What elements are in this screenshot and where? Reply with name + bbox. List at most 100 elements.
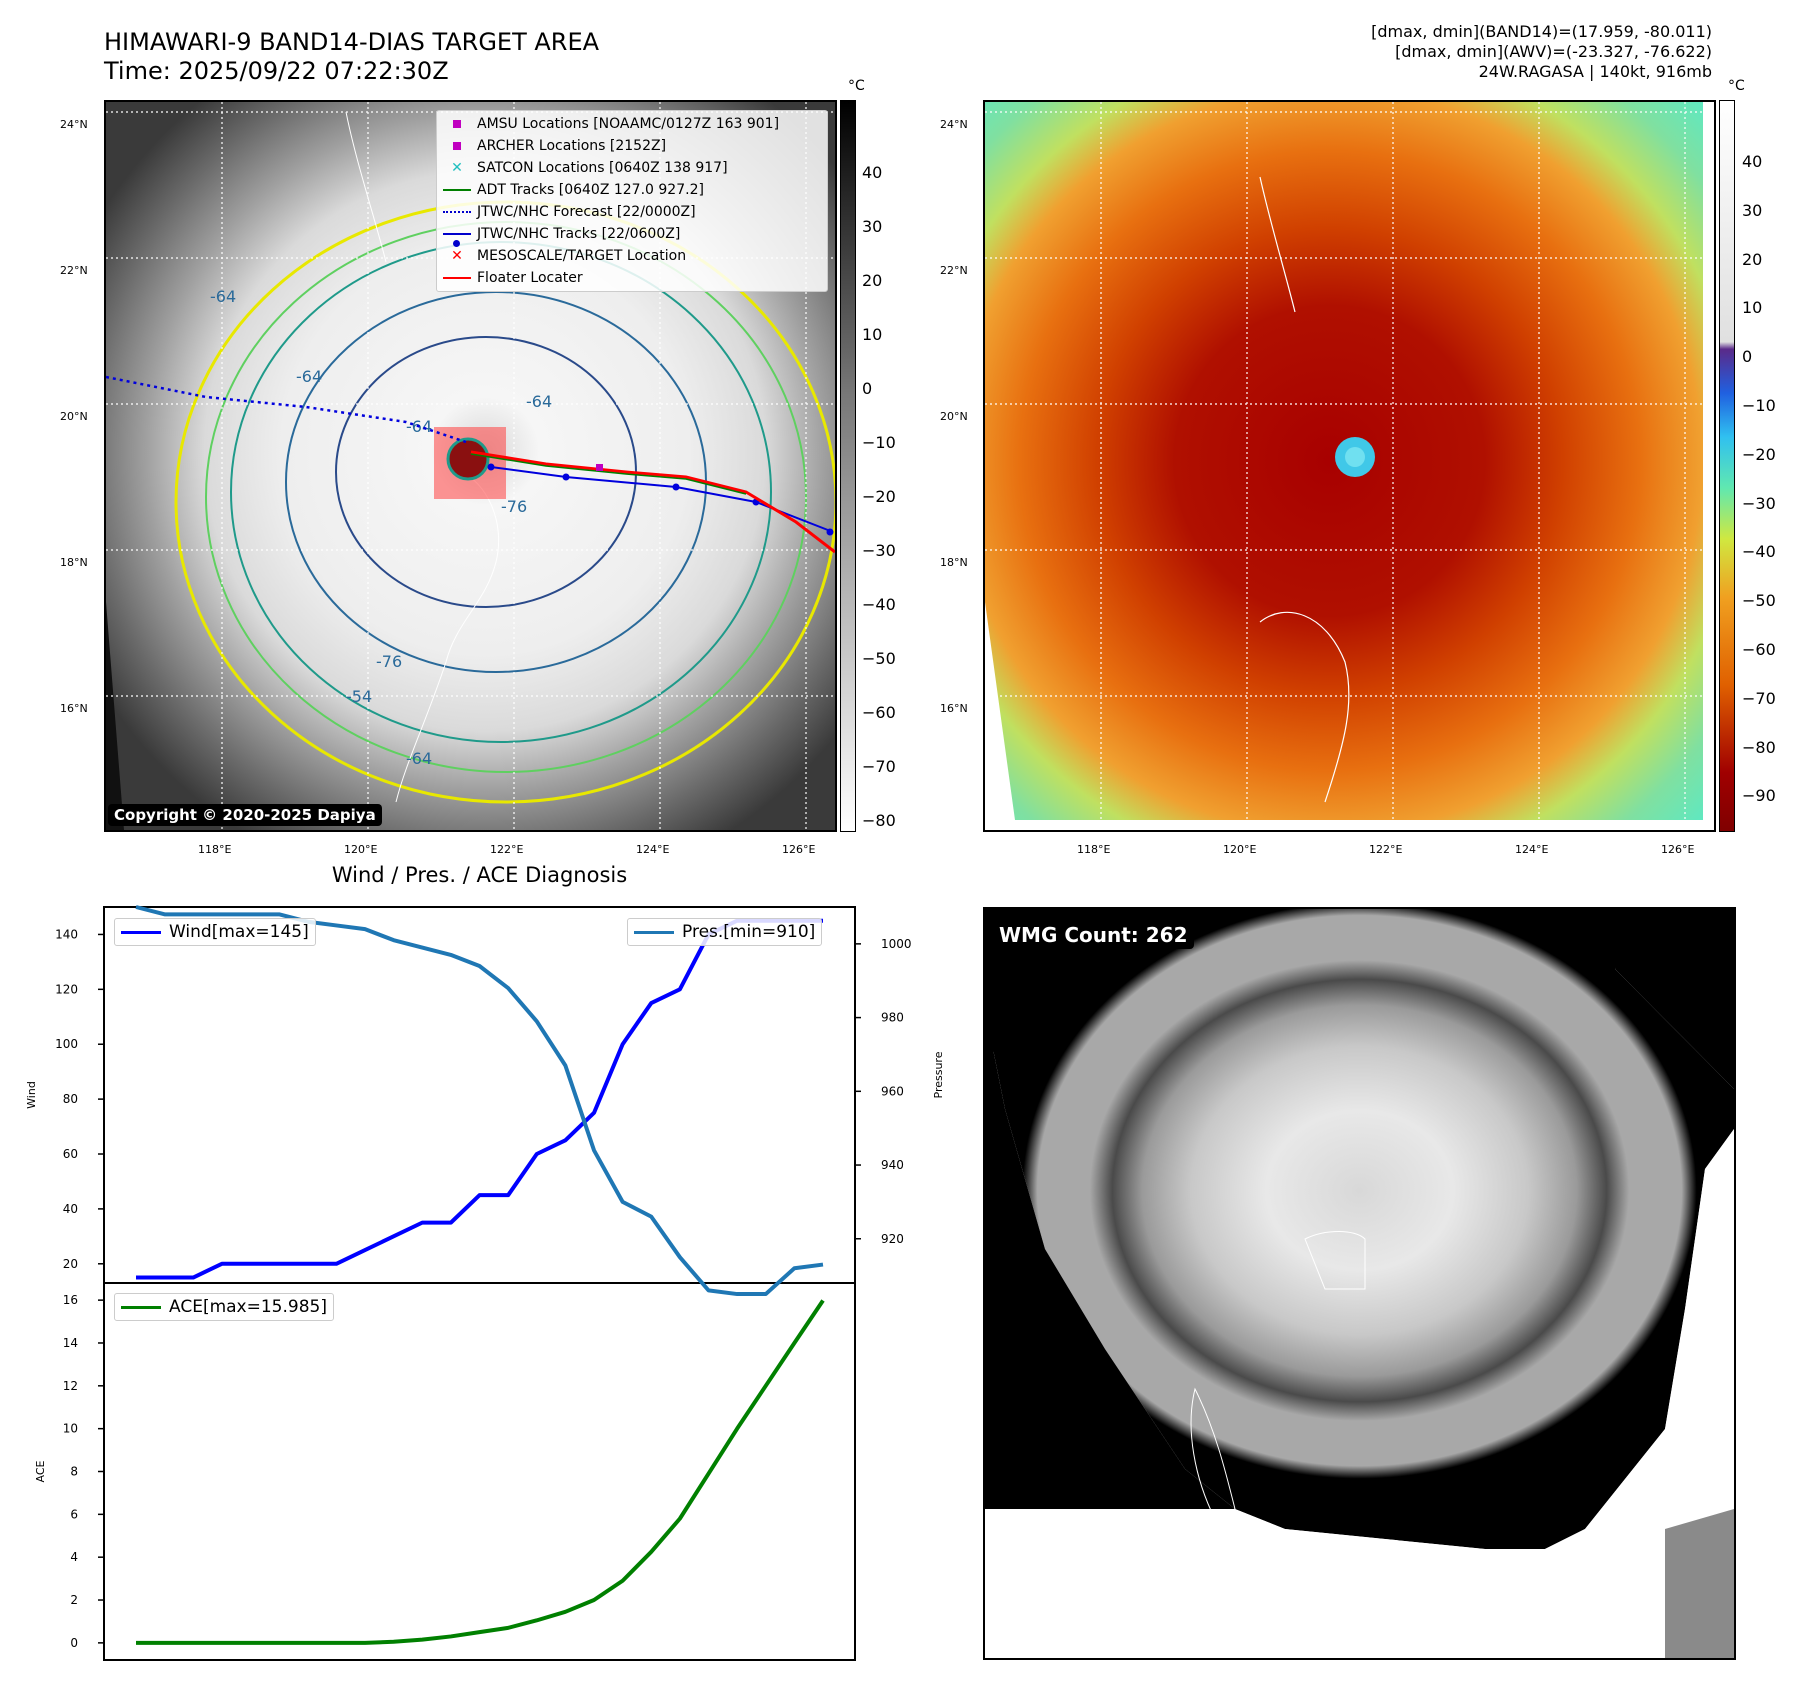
adt-track xyxy=(470,453,747,495)
lat-label: 24°N xyxy=(940,118,968,131)
x-marker-icon: ✕ xyxy=(451,248,463,264)
stats-block: [dmax, dmin](BAND14)=(17.959, -80.011) [… xyxy=(1371,22,1712,82)
ace-tick-label: 16 xyxy=(63,1293,78,1307)
wind-tick-label: 20 xyxy=(63,1257,78,1271)
color-colorbar-ticks: 40 30 20 10 0 −10 −20 −30 −40 −50 −60 −7… xyxy=(1742,152,1776,806)
legend-item-mesoscale: ✕ MESOSCALE/TARGET Location xyxy=(437,245,827,267)
line-dot-icon xyxy=(437,233,477,247)
lon-label: 124°E xyxy=(636,843,670,856)
lon-label: 118°E xyxy=(198,843,232,856)
wind-legend: Wind[max=145] xyxy=(114,918,316,946)
legend-item-satcon: ✕ SATCON Locations [0640Z 138 917] xyxy=(437,157,827,179)
wmg-graphic xyxy=(985,909,1734,1658)
line-marker-icon xyxy=(121,930,161,934)
lat-label: 16°N xyxy=(60,702,88,715)
gray-colorbar-unit: °C xyxy=(848,78,865,94)
pressure-tick-label: 960 xyxy=(881,1084,904,1098)
pressure-series-line xyxy=(135,905,824,1297)
lon-label: 120°E xyxy=(344,843,378,856)
wind-tick-label: 120 xyxy=(55,982,78,996)
wind-tick-label: 100 xyxy=(55,1037,78,1051)
ace-tick-label: 12 xyxy=(63,1379,78,1393)
pressure-tick-label: 1000 xyxy=(881,937,912,951)
lon-label: 122°E xyxy=(490,843,524,856)
lat-label: 24°N xyxy=(60,118,88,131)
jtwc-forecast-track xyxy=(106,375,467,444)
contour-label: -64 xyxy=(296,367,322,386)
ace-legend: ACE[max=15.985] xyxy=(114,1293,334,1321)
contour-label: -54 xyxy=(346,687,372,706)
lon-label: 118°E xyxy=(1077,843,1111,856)
lon-label: 120°E xyxy=(1223,843,1257,856)
contour-label: -76 xyxy=(376,652,402,671)
ace-tick-label: 6 xyxy=(70,1507,78,1521)
legend-item-archer: ARCHER Locations [2152Z] xyxy=(437,135,827,157)
track-legend: AMSU Locations [NOAAMC/0127Z 163 901] AR… xyxy=(436,110,828,292)
wind-tick-label: 140 xyxy=(55,927,78,941)
lat-label: 22°N xyxy=(60,264,88,277)
title-line-1: HIMAWARI-9 BAND14-DIAS TARGET AREA xyxy=(104,28,600,56)
wmg-panel: WMG Count: 262 xyxy=(983,907,1736,1660)
color-colorbar-unit: °C xyxy=(1728,78,1745,94)
wind-axis-label: Wind xyxy=(25,1081,38,1109)
contour-label: -64 xyxy=(526,392,552,411)
wind-pressure-axes xyxy=(103,906,856,1284)
ace-series-line xyxy=(136,1299,825,1645)
pressure-tick-label: 920 xyxy=(881,1232,904,1246)
gray-colorbar xyxy=(840,100,856,832)
lon-label: 124°E xyxy=(1515,843,1549,856)
dotted-line-icon xyxy=(437,211,477,213)
ace-tick-label: 14 xyxy=(63,1336,78,1350)
pressure-axis-label: Pressure xyxy=(932,1051,945,1098)
floater-track xyxy=(470,450,835,554)
diagnosis-title: Wind / Pres. / ACE Diagnosis xyxy=(331,863,628,887)
ace-axis-label: ACE xyxy=(34,1460,47,1482)
stats-line-3: 24W.RAGASA | 140kt, 916mb xyxy=(1478,62,1712,81)
legend-item-jtwc-forecast: JTWC/NHC Forecast [22/0000Z] xyxy=(437,201,827,223)
lon-label: 126°E xyxy=(782,843,816,856)
wind-series-line xyxy=(136,918,823,1280)
ir-enhanced-map xyxy=(983,100,1716,832)
contour-label: -64 xyxy=(406,749,432,768)
pressure-tick-label: 940 xyxy=(881,1158,904,1172)
stats-line-1: [dmax, dmin](BAND14)=(17.959, -80.011) xyxy=(1371,22,1712,41)
ace-tick-label: 0 xyxy=(70,1636,78,1650)
lat-label: 18°N xyxy=(60,556,88,569)
wind-tick-label: 40 xyxy=(63,1202,78,1216)
amsu-marker xyxy=(596,464,603,471)
line-marker-icon xyxy=(121,1305,161,1309)
lat-label: 18°N xyxy=(940,556,968,569)
figure-title: HIMAWARI-9 BAND14-DIAS TARGET AREA Time:… xyxy=(104,28,599,86)
enhanced-map-graphic xyxy=(985,102,1714,830)
wind-tick-label: 80 xyxy=(63,1092,78,1106)
legend-item-adt: ADT Tracks [0640Z 127.0 927.2] xyxy=(437,179,827,201)
lon-label: 126°E xyxy=(1661,843,1695,856)
pressure-legend: Pres.[min=910] xyxy=(627,918,823,946)
lon-label: 122°E xyxy=(1369,843,1403,856)
line-marker-icon xyxy=(437,189,477,191)
lat-label: 20°N xyxy=(940,410,968,423)
square-marker-icon xyxy=(437,142,477,150)
x-marker-icon: ✕ xyxy=(451,160,463,176)
wind-tick-label: 60 xyxy=(63,1147,78,1161)
ir-grayscale-map: -64 -64 -64 -76 -76 -54 -64 -64 Copyrigh… xyxy=(104,100,837,832)
line-marker-icon xyxy=(634,930,674,934)
ace-tick-label: 2 xyxy=(70,1593,78,1607)
wmg-count-badge: WMG Count: 262 xyxy=(993,921,1194,949)
lat-label: 20°N xyxy=(60,410,88,423)
legend-item-jtwc-tracks: JTWC/NHC Tracks [22/0600Z] xyxy=(437,223,827,247)
legend-item-floater: Floater Locater xyxy=(437,267,827,289)
ace-tick-label: 4 xyxy=(70,1550,78,1564)
ace-axes xyxy=(103,1282,856,1661)
stats-line-2: [dmax, dmin](AWV)=(-23.327, -76.622) xyxy=(1395,42,1712,61)
ace-tick-label: 8 xyxy=(70,1465,78,1479)
legend-item-amsu: AMSU Locations [NOAAMC/0127Z 163 901] xyxy=(437,113,827,135)
contour-label: -64 xyxy=(210,287,236,306)
contour-label: -76 xyxy=(501,497,527,516)
copyright-badge: Copyright © 2020-2025 Dapiya xyxy=(108,804,382,826)
ace-tick-label: 10 xyxy=(63,1422,78,1436)
lat-label: 16°N xyxy=(940,702,968,715)
title-line-2: Time: 2025/09/22 07:22:30Z xyxy=(104,57,449,85)
lat-label: 22°N xyxy=(940,264,968,277)
